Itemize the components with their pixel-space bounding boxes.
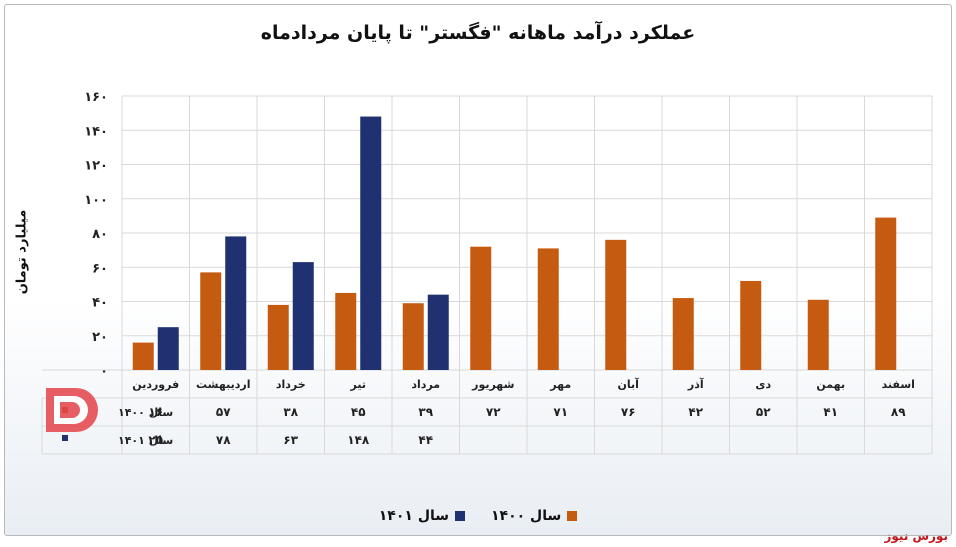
y-tick-label: ۲۰ xyxy=(92,330,108,345)
legend-swatch-1400 xyxy=(567,511,578,521)
y-tick-label: ۸۰ xyxy=(92,227,108,242)
bar-1400 xyxy=(537,248,559,370)
bar-1400 xyxy=(132,342,154,370)
data-label: ۱۴۸ xyxy=(347,433,370,447)
legend-label-1400: سال ۱۴۰۰ xyxy=(491,508,562,524)
data-label: ۴۴ xyxy=(418,433,433,447)
legend-item-1401: سال ۱۴۰۱ xyxy=(379,508,465,524)
x-tick-label: مرداد xyxy=(411,378,440,391)
data-label: ۴۵ xyxy=(351,405,366,419)
bar-1400 xyxy=(807,299,829,370)
table-row-header: سال ۱۴۰۰ xyxy=(118,406,173,419)
x-tick-label: بهمن xyxy=(816,378,845,391)
bar-1400 xyxy=(402,303,424,370)
x-tick-label: اردیبهشت xyxy=(196,378,250,391)
data-label: ۷۲ xyxy=(486,405,501,419)
data-label: ۵۷ xyxy=(216,405,231,419)
x-tick-label: مهر xyxy=(549,378,571,391)
data-label: ۴۱ xyxy=(823,405,838,419)
bar-1401 xyxy=(157,327,179,370)
data-label: ۵۲ xyxy=(756,405,771,419)
bar-1400 xyxy=(470,246,492,370)
data-label: ۷۶ xyxy=(621,405,636,419)
bar-1400 xyxy=(267,304,289,370)
data-label: ۷۱ xyxy=(553,405,568,419)
grid-layer: ۰ ۲۰ ۴۰ ۶۰ ۸۰ ۱۰۰ ۱۲۰ ۱۴۰ ۱۶۰ xyxy=(41,90,933,455)
brand-text: بورس نیوز xyxy=(884,529,948,543)
data-label: ۸۹ xyxy=(891,405,906,419)
bar-1400 xyxy=(605,239,627,370)
y-tick-label: ۱۲۰ xyxy=(84,159,108,174)
y-tick-label: ۰ xyxy=(100,364,108,379)
data-table: فروردین اردیبهشت خرداد تیر مرداد شهریور مهر آبا… xyxy=(62,377,915,447)
x-tick-label: خرداد xyxy=(276,378,306,391)
legend-swatch-1401 xyxy=(455,511,465,521)
bar-1400 xyxy=(672,298,694,370)
legend-label-1401: سال ۱۴۰۱ xyxy=(378,508,449,524)
bar-1400 xyxy=(200,272,222,370)
legend: سال ۱۴۰۰ سال ۱۴۰۱ xyxy=(0,508,956,524)
chart-title: عملکرد درآمد ماهانه "فگستر" تا پایان مرد… xyxy=(260,22,696,44)
x-tick-label: آذر xyxy=(687,377,704,391)
x-tick-label: آبان xyxy=(618,377,640,391)
bar-1401 xyxy=(292,262,314,370)
brand-watermark-logo xyxy=(46,388,98,432)
x-tick-label: تیر xyxy=(350,378,366,391)
data-label: ۴۲ xyxy=(688,405,703,419)
data-label: ۳۸ xyxy=(283,405,298,419)
bar-1400 xyxy=(740,280,762,370)
data-label: ۷۸ xyxy=(216,433,231,447)
data-label: ۶۳ xyxy=(283,433,298,447)
table-row-header: سال ۱۴۰۱ xyxy=(118,434,173,447)
table-swatch xyxy=(62,435,68,441)
bar-1401 xyxy=(360,116,382,370)
bar-1400 xyxy=(335,292,357,370)
x-tick-label: دی xyxy=(755,378,771,391)
bar-1400 xyxy=(875,217,897,370)
x-tick-label: فروردین xyxy=(132,378,179,391)
y-tick-label: ۴۰ xyxy=(92,296,108,311)
bar-1401 xyxy=(427,294,449,370)
x-tick-label: اسفند xyxy=(882,378,915,391)
y-tick-label: ۱۶۰ xyxy=(84,90,108,105)
legend-item-1400: سال ۱۴۰۰ xyxy=(491,508,578,524)
y-tick-label: ۶۰ xyxy=(92,261,108,276)
data-label: ۲۵ xyxy=(148,433,163,447)
bars-layer xyxy=(132,116,897,370)
bar-1401 xyxy=(225,236,247,370)
y-tick-label: ۱۴۰ xyxy=(84,124,108,139)
data-label: ۳۹ xyxy=(418,405,433,419)
x-tick-label: شهریور xyxy=(471,378,514,391)
data-label: ۱۶ xyxy=(148,405,163,419)
y-tick-label: ۱۰۰ xyxy=(84,193,108,208)
